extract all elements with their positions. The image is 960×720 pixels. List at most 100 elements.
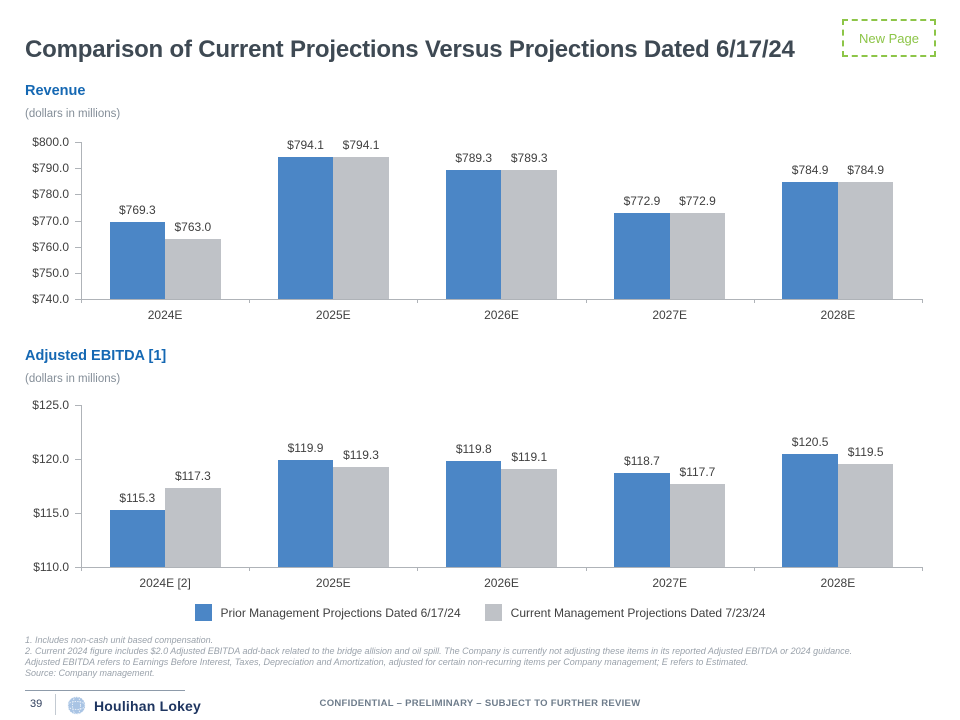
bar-value-label: $119.5 [847,445,884,460]
bar-column-current: $119.5 [837,405,894,567]
bar-current-projection [837,181,894,299]
y-axis-line [81,142,82,299]
bar-group: $789.3 $789.3 [417,142,585,299]
chart-legend: Prior Management Projections Dated 6/17/… [0,604,960,621]
bar-current-projection [333,157,389,299]
y-axis-tick [75,299,81,300]
bar-prior-projection [109,509,166,567]
bar-group: $119.8 $119.1 [417,405,585,567]
x-axis-label: 2025E [315,576,351,590]
bar-column-current: $794.1 [333,138,389,299]
bar-value-label: $117.3 [174,469,211,484]
bar-value-label: $789.3 [455,151,493,165]
y-axis-label: $790.0 [32,161,69,176]
y-axis-tick [75,405,81,406]
x-axis-tick [753,299,755,303]
bar-column-prior: $794.1 [277,138,334,299]
bar-group: $784.9 $784.9 [754,142,922,299]
bar-prior-projection [782,453,838,567]
revenue-section-title: Revenue [25,83,86,99]
bar-prior-projection [614,212,670,299]
x-axis-label: 2025E [315,308,351,322]
bar-pair: $772.9 $772.9 [614,142,726,299]
bar-group: $120.5 $119.5 [754,405,922,567]
bar-column-prior: $772.9 [614,142,670,299]
bar-group: $769.3 $763.0 [81,142,249,299]
bar-value-label: $119.3 [343,447,379,462]
bar-prior-projection [445,461,502,567]
y-axis-tick [75,168,81,170]
legend-label-current: Current Management Projections Dated 7/2… [510,605,766,620]
ebitda-section-title: Adjusted EBITDA [1] [25,348,167,364]
bar-column-current: $789.3 [501,142,557,299]
x-axis-label: 2026E [484,308,519,322]
y-axis-line [81,405,82,567]
x-axis-label: 2024E [2] [139,576,191,590]
y-axis-tick [75,272,81,274]
footnote-line-3: Adjusted EBITDA refers to Earnings Befor… [25,657,749,667]
x-axis-label: 2027E [652,308,688,322]
footer-rule [25,690,185,691]
x-axis-tick [249,567,251,571]
ebitda-chart: $110.0 $115.0 $120.0 $125.0 $115.3 $117.3 2024… [25,398,923,598]
x-axis-label: 2026E [484,576,519,590]
y-axis-label: $110.0 [33,560,69,574]
revenue-chart: $740.0 $750.0 $760.0 $770.0 $780.0 $790.0 $800… [25,133,923,329]
x-axis-tick [81,299,82,303]
y-axis-label: $760.0 [32,239,69,254]
footer-divider [55,694,56,715]
bar-pair: $115.3 $117.3 [109,405,221,567]
bar-value-label: $784.9 [847,162,884,177]
footnote-line-4: Source: Company management. [25,668,155,678]
bar-column-prior: $784.9 [782,142,838,299]
footnote-line-2: 2. Current 2024 figure includes $2.0 Adj… [25,646,853,656]
y-axis-tick [75,459,81,460]
bar-pair: $784.9 $784.9 [782,142,894,299]
footnote-line-1: 1. Includes non-cash unit based compensa… [25,635,214,645]
x-axis-tick [249,299,251,303]
bar-current-projection [501,468,557,567]
y-axis-label: $770.0 [32,213,69,228]
bar-group: $115.3 $117.3 [81,405,249,567]
globe-icon [67,696,86,715]
bar-group: $118.7 $117.7 [586,405,754,567]
legend-item-current: Current Management Projections Dated 7/2… [484,604,766,621]
y-axis-label: $120.0 [32,452,69,466]
bar-prior-projection [445,170,502,299]
bar-group: $794.1 $794.1 [249,138,417,299]
legend-item-prior: Prior Management Projections Dated 6/17/… [194,604,461,621]
bar-column-current: $119.1 [501,405,557,567]
y-axis-tick [75,513,81,514]
bar-current-projection [165,488,221,567]
y-axis-label: $780.0 [32,187,69,202]
bar-group: $772.9 $772.9 [586,142,754,299]
y-axis-tick [75,194,81,196]
ebitda-subtitle: (dollars in millions) [25,373,121,385]
bar-column-prior: $115.3 [109,405,166,567]
bar-column-current: $763.0 [165,142,221,299]
legend-swatch-prior [194,604,212,621]
bar-prior-projection [782,181,838,299]
bar-current-projection [669,212,726,299]
x-axis-tick [417,567,419,571]
y-axis-tick [75,567,81,568]
y-axis-label: $800.0 [32,135,69,149]
y-axis-tick [75,246,81,248]
x-axis-label: 2024E [147,308,183,322]
bar-value-label: $120.5 [791,434,829,449]
x-axis-tick [753,567,755,571]
bar-current-projection [837,464,894,567]
x-axis-tick [922,567,923,571]
footnotes: 1. Includes non-cash unit based compensa… [25,635,935,679]
bar-column-prior: $120.5 [782,405,838,567]
bar-pair: $119.9 $119.3 [277,405,389,567]
x-axis-line [81,299,922,300]
bar-value-label: $117.7 [679,464,716,479]
bar-value-label: $794.1 [342,138,380,153]
bar-column-prior: $119.8 [445,405,502,567]
y-axis-tick [75,220,81,222]
page-title: Comparison of Current Projections Versus… [25,36,795,63]
bar-pair: $119.8 $119.1 [445,405,557,567]
y-axis-label: $750.0 [32,265,69,280]
